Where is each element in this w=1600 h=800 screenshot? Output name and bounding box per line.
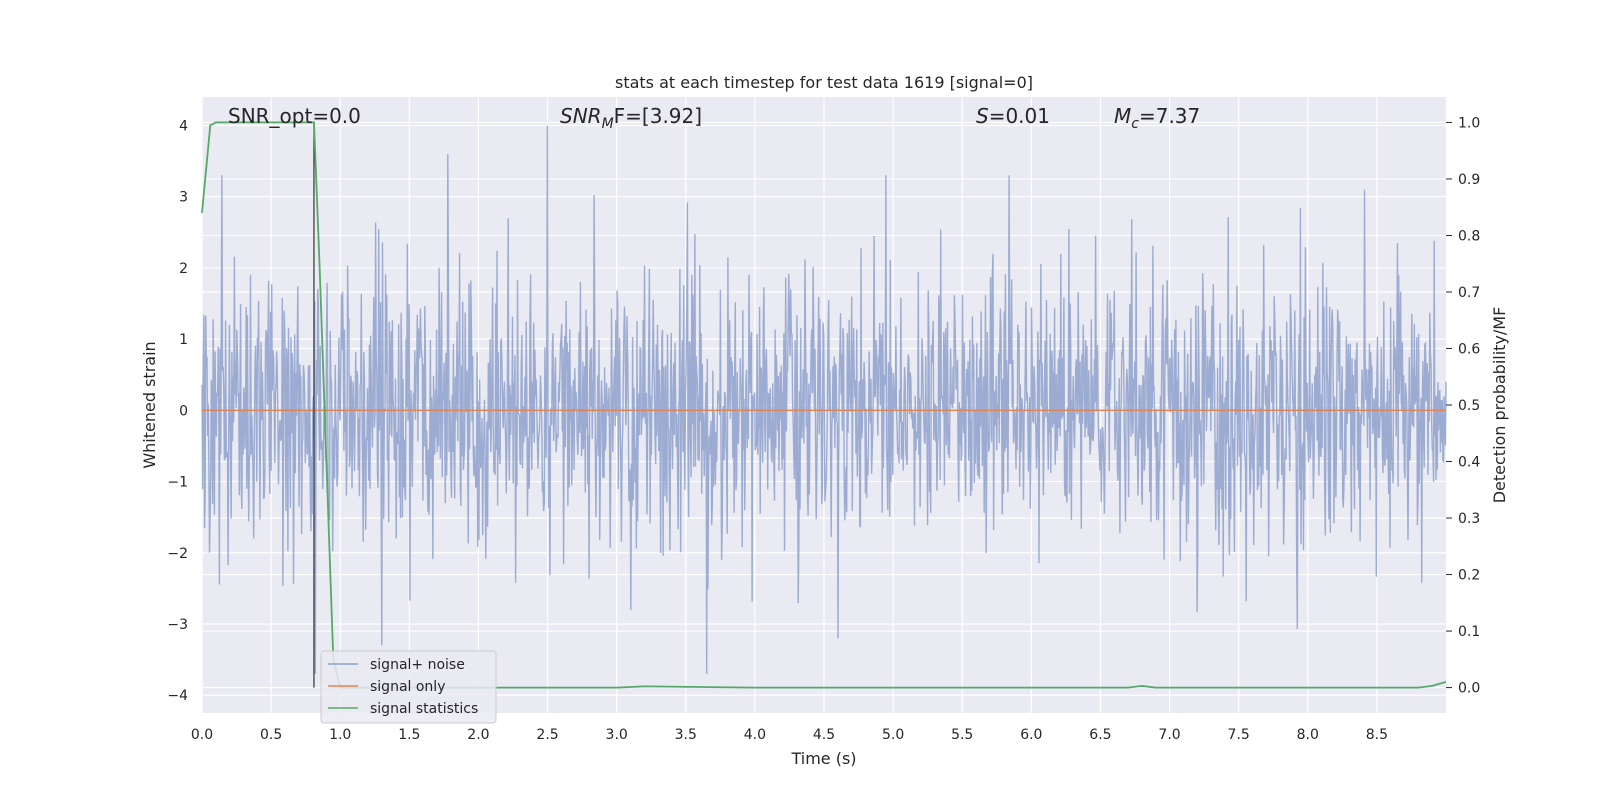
x-tick-label-1: 0.5	[260, 727, 282, 743]
x-tick-label-8: 4.0	[744, 727, 766, 743]
annotation-snr-mf-main: SNR	[560, 104, 602, 128]
x-tick-label-5: 2.5	[536, 727, 558, 743]
x-axis-label: Time (s)	[790, 749, 856, 768]
legend-box	[320, 650, 497, 724]
x-tick-label-9: 4.5	[813, 727, 835, 743]
y-tick-label-6: −2	[167, 546, 188, 562]
y-tick-label-1: 3	[179, 190, 188, 206]
y2-tick-label-2: 0.8	[1458, 228, 1480, 244]
y2-tick-label-8: 0.2	[1458, 568, 1480, 584]
annotation-s: S=0.01	[976, 104, 1050, 128]
y2-tick-label-10: 0.0	[1458, 681, 1480, 697]
legend-label-signal-statistics: signal statistics	[370, 701, 478, 717]
series-signal-noise	[201, 125, 1447, 674]
x-tick-label-16: 8.0	[1297, 727, 1319, 743]
y-tick-label-7: −3	[167, 617, 188, 633]
annotation-snr-mf-sub: M	[602, 116, 614, 132]
annotation-snr-mf: SNRMF=[3.92]	[560, 104, 702, 132]
y-tick-label-2: 2	[179, 261, 188, 277]
chart-title: stats at each timestep for test data 161…	[615, 73, 1033, 92]
y-tick-label-3: 1	[179, 332, 188, 348]
x-tick-label-11: 5.5	[951, 727, 973, 743]
y2-tick-label-0: 1.0	[1458, 115, 1480, 131]
annotation-snr-opt: SNR_opt=0.0	[228, 104, 361, 128]
y2-tick-label-4: 0.6	[1458, 341, 1480, 357]
series-signal-statistics	[201, 121, 1447, 689]
x-tick-label-2: 1.0	[329, 727, 351, 743]
legend-label-signal-only: signal only	[370, 679, 445, 695]
annotation-mc-rest: =7.37	[1139, 104, 1200, 128]
x-tick-label-7: 3.5	[675, 727, 697, 743]
annotation-s-rest: =0.01	[989, 104, 1050, 128]
x-tick-label-0: 0.0	[191, 727, 213, 743]
y-tick-label-8: −4	[167, 688, 188, 704]
y2-axis-label: Detection probability/MF	[1490, 307, 1509, 504]
legend: signal+ noise signal only signal statist…	[320, 650, 497, 724]
y-tick-label-5: −1	[167, 475, 188, 491]
y2-tick-label-1: 0.9	[1458, 172, 1480, 188]
y2-tick-label-7: 0.3	[1458, 511, 1480, 527]
x-tick-label-4: 2.0	[467, 727, 489, 743]
annotation-mc: Mc=7.37	[1114, 104, 1200, 132]
annotation-mc-sub: c	[1131, 116, 1139, 132]
y-axis-label: Whitened strain	[140, 341, 159, 468]
annotation-snr-mf-rest: F=[3.92]	[614, 104, 702, 128]
x-tick-label-13: 6.5	[1089, 727, 1111, 743]
y-tick-label-4: 0	[179, 403, 188, 419]
y2-tick-label-3: 0.7	[1458, 285, 1480, 301]
x-tick-label-6: 3.0	[606, 727, 628, 743]
y-tick-label-0: 4	[179, 118, 188, 134]
legend-label-signal-noise: signal+ noise	[370, 657, 465, 673]
y2-axis-ticks: 1.0 0.9 0.8 0.7 0.6 0.5 0.4 0.3 0.2 0.1 0.0	[1446, 115, 1480, 697]
x-tick-label-12: 6.0	[1020, 727, 1042, 743]
x-tick-label-14: 7.0	[1158, 727, 1180, 743]
annotation-mc-main: M	[1114, 104, 1131, 128]
y2-tick-label-6: 0.4	[1458, 455, 1480, 471]
x-tick-label-17: 8.5	[1366, 727, 1388, 743]
x-axis-ticks: 0.0 0.5 1.0 1.5 2.0 2.5 3.0 3.5 4.0 4.5 5.0 5.5 6.0 6…	[191, 727, 1388, 743]
y2-tick-label-9: 0.1	[1458, 624, 1480, 640]
x-tick-label-15: 7.5	[1228, 727, 1250, 743]
y2-tick-label-5: 0.5	[1458, 398, 1480, 414]
y-axis-ticks: 4 3 2 1 0 −1 −2 −3 −4	[167, 118, 188, 704]
series-signal-noise-line	[201, 125, 1447, 674]
x-tick-label-10: 5.0	[882, 727, 904, 743]
annotation-s-main: S	[976, 104, 989, 128]
x-tick-label-3: 1.5	[398, 727, 420, 743]
